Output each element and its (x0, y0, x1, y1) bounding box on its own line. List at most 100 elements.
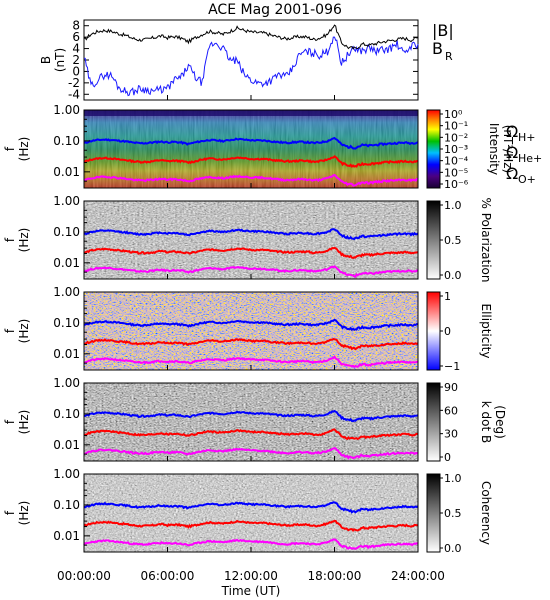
panel-polarization (83, 200, 443, 280)
polarization-colorbar (426, 200, 441, 280)
wave-normal-angle-colorbar-unit: (Deg) (493, 405, 507, 439)
freq-ytick-label: 0.10 (53, 225, 80, 239)
freq-ytick-label: 1.00 (53, 376, 80, 390)
panel-coherency (83, 473, 443, 553)
ellipticity-colorbar-label: Ellipticity (479, 304, 493, 359)
freq-ylabel: f (3, 237, 17, 242)
polarization-texture (84, 201, 418, 279)
colorbar-tick-label: 10⁻¹ (444, 120, 468, 133)
colorbar-tick-label: 90 (444, 381, 458, 394)
gyro-Hplus-line (83, 501, 419, 514)
freq-yunit: (Hz) (17, 501, 31, 526)
colorbar-tick-label: 1.0 (444, 472, 462, 485)
ellipticity-colorbar (426, 291, 441, 371)
gyro-Heplus-line (83, 246, 419, 259)
time-axis-label: Time (UT) (221, 584, 281, 598)
freq-ylabel: f (3, 419, 17, 424)
intensity-colorbar-unit: (nT²/Hz) (501, 125, 515, 173)
freq-ytick-label: 0.01 (53, 529, 80, 543)
omega-he-subscript: He+ (518, 152, 542, 165)
colorbar-tick-label: 10⁻⁴ (444, 155, 469, 168)
bfield-ytick-label: -4 (68, 87, 80, 101)
intensity-colorbar-label: Intensity (487, 123, 501, 175)
legend-br: B (432, 39, 443, 58)
gyro-Heplus-line (83, 519, 419, 532)
wave-normal-angle-texture (84, 383, 418, 461)
gyro-Hplus-line (83, 409, 419, 423)
intensity-top-band (84, 110, 418, 116)
gyro-Heplus-line (83, 428, 419, 441)
gyro-Heplus-line (83, 155, 419, 168)
bfield-ytick-label: -2 (68, 76, 80, 90)
gyro-Hplus-line (83, 136, 419, 150)
bfield-ytick-label: 8 (72, 19, 80, 33)
panel-ellipticity (83, 291, 443, 371)
freq-yunit: (Hz) (17, 228, 31, 253)
colorbar-tick-label: 0 (444, 451, 451, 464)
freq-ytick-label: 0.01 (53, 256, 80, 270)
freq-yunit: (Hz) (17, 137, 31, 162)
legend-br-subscript: R (445, 50, 453, 63)
freq-yunit: (Hz) (17, 410, 31, 435)
panel-intensity (83, 109, 443, 189)
gyro-Hplus-line (83, 228, 419, 241)
freq-ylabel: f (3, 328, 17, 333)
freq-ylabel: f (3, 510, 17, 515)
btotal-series-line (83, 24, 419, 50)
time-tick-label: 00:00:00 (57, 569, 111, 583)
bfield-ylabel: B (39, 56, 53, 64)
omega-he-symbol: Ω (506, 143, 518, 162)
figure-title: ACE Mag 2001-096 (208, 2, 342, 18)
gyro-Oplus-line (83, 265, 419, 278)
gyro-Oplus-line (83, 538, 419, 551)
freq-ylabel: f (3, 146, 17, 151)
colorbar-tick-label: 1 (444, 290, 451, 303)
intensity-colorbar (426, 109, 441, 189)
time-tick-label: 12:00:00 (224, 569, 278, 583)
colorbar-tick-label: 10⁰ (444, 108, 463, 121)
freq-yunit: (Hz) (17, 319, 31, 344)
coherency-texture (84, 474, 418, 552)
bfield-plot-frame (83, 19, 419, 101)
colorbar-tick-label: 10⁻² (444, 131, 468, 144)
colorbar-tick-label: 0 (444, 325, 451, 338)
coherency-colorbar (426, 473, 441, 553)
freq-ytick-label: 1.00 (53, 194, 80, 208)
freq-ytick-label: 0.10 (53, 316, 80, 330)
gyro-Hplus-line (83, 318, 419, 332)
bfield-yunit: (nT) (53, 48, 67, 72)
time-tick-label: 06:00:00 (141, 569, 195, 583)
colorbar-tick-label: 1.0 (444, 199, 462, 212)
omega-h-subscript: H+ (518, 131, 536, 144)
panel-wave-normal-angle (83, 382, 443, 462)
omega-o-subscript: O+ (518, 173, 536, 186)
omega-h-symbol: Ω (506, 122, 518, 141)
bfield-ytick-label: 0 (72, 64, 80, 78)
coherency-colorbar-label: Coherency (479, 481, 493, 545)
gyro-Oplus-line (83, 173, 419, 187)
colorbar-tick-label: 0.0 (444, 542, 462, 555)
colorbar-tick-label: 30 (444, 428, 458, 441)
legend-btotal: |B| (432, 21, 454, 40)
freq-ytick-label: 1.00 (53, 285, 80, 299)
colorbar-tick-label: −1 (444, 360, 460, 373)
freq-ytick-label: 0.01 (53, 347, 80, 361)
bfield-ytick-label: 2 (72, 53, 80, 67)
gyro-Oplus-line (83, 355, 419, 369)
colorbar-tick-label: 10⁻⁶ (444, 178, 469, 191)
gyro-Heplus-line (83, 337, 419, 351)
colorbar-tick-label: 60 (444, 404, 458, 417)
wave-normal-angle-colorbar-label: k dot B (479, 401, 493, 443)
polarization-colorbar-label: % Polarization (479, 198, 493, 283)
bfield-ytick-label: 4 (72, 42, 80, 56)
freq-ytick-label: 0.01 (53, 438, 80, 452)
omega-o-symbol: Ω (506, 164, 518, 183)
colorbar-tick-label: 10⁻⁵ (444, 166, 468, 179)
colorbar-tick-label: 10⁻³ (444, 143, 468, 156)
gyro-Oplus-line (83, 447, 419, 460)
colorbar-tick-label: 0.5 (444, 234, 462, 247)
bfield-ytick-label: 6 (72, 30, 80, 44)
time-tick-label: 18:00:00 (308, 569, 362, 583)
freq-ytick-label: 0.01 (53, 165, 80, 179)
